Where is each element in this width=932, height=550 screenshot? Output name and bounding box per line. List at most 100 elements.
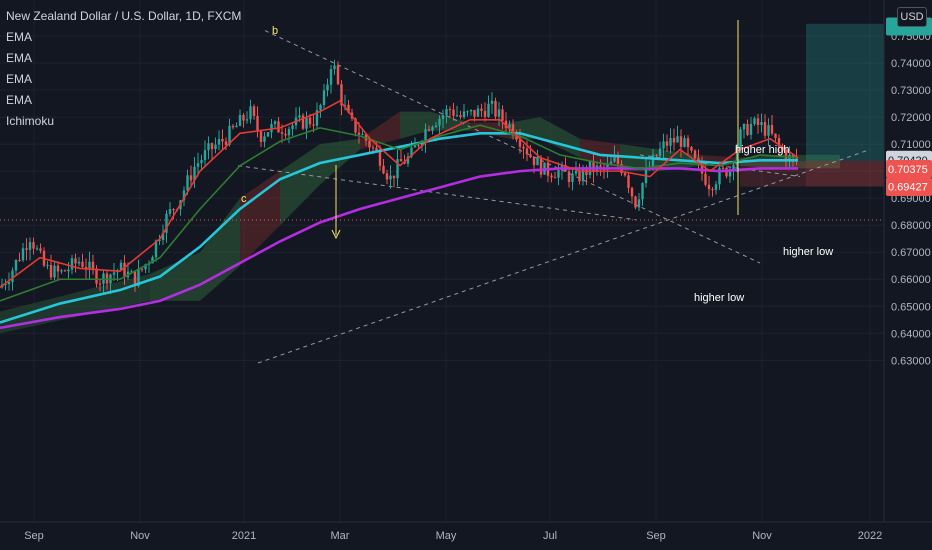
candle-body (11, 270, 14, 283)
candle-body (319, 105, 322, 111)
chart-title[interactable]: New Zealand Dollar / U.S. Dollar, 1D, FX… (6, 9, 242, 23)
candle-body (305, 117, 308, 129)
indicator-ema-4[interactable]: EMA (6, 93, 33, 107)
candle-body (347, 104, 350, 113)
position-loss-zone-ext (740, 161, 806, 187)
time-tick: Sep (646, 530, 666, 542)
candle-body (672, 138, 676, 143)
time-tick: May (436, 530, 457, 542)
candle-body (399, 159, 403, 162)
ema-fast-line (0, 99, 799, 288)
candle-body (182, 190, 186, 201)
candle-body (63, 270, 67, 272)
candle-body (361, 134, 364, 136)
candle-body (637, 199, 641, 208)
candle-body (357, 132, 361, 135)
candle-body (658, 148, 662, 156)
candle-body (81, 261, 84, 267)
price-tick: 0.68000 (891, 220, 931, 232)
candle-body (655, 154, 658, 156)
candle-body (270, 123, 273, 133)
indicator-ema-1[interactable]: EMA (6, 30, 33, 44)
candle-body (112, 272, 116, 275)
candle-body (217, 138, 221, 145)
wave-c-label: c (241, 193, 247, 205)
cloud-segment (200, 198, 240, 301)
candle-body (280, 132, 284, 134)
candle-body (35, 248, 39, 250)
trendlines (237, 30, 871, 364)
candle-body (434, 125, 438, 127)
candle-body (721, 167, 725, 169)
candle-body (529, 154, 532, 158)
candle-body (504, 120, 508, 128)
price-tick: 0.64000 (891, 328, 931, 340)
candle-body (438, 118, 441, 126)
candle-body (525, 148, 529, 155)
candle-body (88, 261, 91, 270)
time-axis-bg (0, 522, 932, 550)
candle-body (711, 189, 714, 191)
candle-body (627, 175, 630, 188)
candle-body (763, 122, 767, 136)
candle-body (669, 138, 672, 146)
higher-high-label: higher high (735, 144, 789, 156)
candle-body (389, 175, 392, 180)
candle-body (466, 111, 469, 113)
candle-body (249, 106, 252, 120)
candle-body (749, 123, 753, 135)
price-tick: 0.69000 (891, 193, 931, 205)
candle-body (679, 136, 683, 147)
candle-body (315, 110, 319, 126)
candle-body (728, 170, 732, 177)
candle-body (725, 167, 728, 177)
cloud-segment (540, 117, 580, 158)
price-tick: 0.72000 (891, 112, 931, 124)
candle-body (784, 150, 788, 161)
candle-body (756, 118, 760, 126)
candle-body (231, 125, 235, 128)
candle-body (53, 265, 56, 278)
candle-body (441, 115, 445, 119)
candle-body (39, 248, 42, 251)
candle-body (203, 150, 207, 161)
candle-body (277, 121, 280, 133)
candle-body (571, 173, 574, 183)
time-tick: 2022 (858, 530, 882, 542)
candle-body (165, 213, 168, 233)
candle-body (186, 175, 189, 191)
candle-body (483, 110, 487, 117)
price-tick: 0.66000 (891, 274, 931, 286)
candle-body (676, 136, 679, 143)
candle-body (767, 125, 770, 136)
candle-body (70, 258, 74, 270)
candle-body (553, 177, 557, 179)
candle-body (413, 145, 417, 148)
candle-body (245, 119, 249, 121)
time-tick: Mar (331, 530, 350, 542)
indicator-ema-2[interactable]: EMA (6, 51, 33, 65)
candle-body (683, 138, 686, 147)
candle-body (396, 159, 399, 179)
candle-body (424, 129, 427, 143)
candle-body (284, 133, 287, 136)
candle-body (462, 111, 466, 118)
candle-body (326, 84, 329, 91)
cloud-segment (400, 111, 430, 139)
candle-body (473, 109, 476, 117)
candle-body (707, 184, 711, 190)
candle-body (476, 108, 480, 117)
cloud-segment (0, 273, 150, 334)
candle-body (25, 248, 28, 250)
candle-body (760, 122, 763, 126)
price-tick: 0.74000 (891, 58, 931, 70)
indicator-ichimoku[interactable]: Ichimoku (6, 114, 55, 128)
candle-body (123, 262, 126, 278)
candle-body (91, 261, 95, 269)
candle-body (67, 269, 70, 272)
currency-button[interactable]: USD (897, 7, 927, 27)
time-tick: 2021 (232, 530, 256, 542)
indicator-ema-3[interactable]: EMA (6, 72, 33, 86)
candle-body (95, 268, 98, 284)
